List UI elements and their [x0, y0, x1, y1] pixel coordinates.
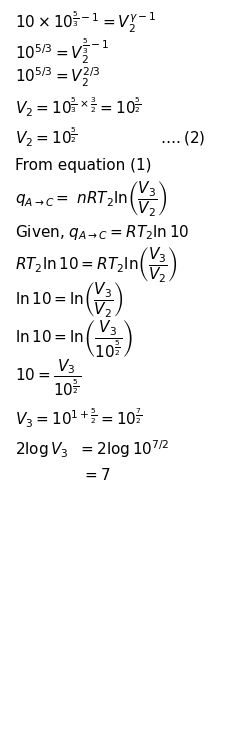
- Text: $10 = \dfrac{V_3}{10^{\frac{5}{2}}}$: $10 = \dfrac{V_3}{10^{\frac{5}{2}}}$: [15, 358, 81, 398]
- Text: $\ldots.(2)$: $\ldots.(2)$: [159, 128, 204, 147]
- Text: $= 7$: $= 7$: [82, 467, 111, 482]
- Text: $10^{5/3} = V_2^{2/3}$: $10^{5/3} = V_2^{2/3}$: [15, 66, 100, 89]
- Text: $2\log V_3 \ \ = 2\log 10^{7/2}$: $2\log V_3 \ \ = 2\log 10^{7/2}$: [15, 439, 169, 460]
- Text: $V_3 = 10^{1+\frac{5}{2}} = 10^{\frac{7}{2}}$: $V_3 = 10^{1+\frac{5}{2}} = 10^{\frac{7}…: [15, 406, 142, 430]
- Text: $V_2 = 10^{\frac{5}{3} \times \frac{3}{2}} = 10^{\frac{5}{2}}$: $V_2 = 10^{\frac{5}{3} \times \frac{3}{2…: [15, 95, 141, 119]
- Text: $10^{5/3} = V_2^{\frac{5}{3}-1}$: $10^{5/3} = V_2^{\frac{5}{3}-1}$: [15, 37, 109, 67]
- Text: Given, $q_{A \to C} = RT_2 \ln 10$: Given, $q_{A \to C} = RT_2 \ln 10$: [15, 223, 188, 242]
- Text: $\ln 10 = \ln\!\left(\dfrac{V_3}{V_2}\right)$: $\ln 10 = \ln\!\left(\dfrac{V_3}{V_2}\ri…: [15, 280, 123, 319]
- Text: $V_2 = 10^{\frac{5}{2}}$: $V_2 = 10^{\frac{5}{2}}$: [15, 126, 77, 150]
- Text: $RT_2 \ln 10 = RT_2 \ln\!\left(\dfrac{V_3}{V_2}\right)$: $RT_2 \ln 10 = RT_2 \ln\!\left(\dfrac{V_…: [15, 245, 177, 284]
- Text: From equation (1): From equation (1): [15, 158, 151, 173]
- Text: $\ln 10 = \ln\!\left(\dfrac{V_3}{10^{\frac{5}{2}}}\right)$: $\ln 10 = \ln\!\left(\dfrac{V_3}{10^{\fr…: [15, 319, 133, 359]
- Text: $q_{A \to C} = \ nRT_2 \ln\!\left(\dfrac{V_3}{V_2}\right)$: $q_{A \to C} = \ nRT_2 \ln\!\left(\dfrac…: [15, 179, 167, 218]
- Text: $10 \times 10^{\frac{5}{3}-1} = V_2^{\gamma-1}$: $10 \times 10^{\frac{5}{3}-1} = V_2^{\ga…: [15, 10, 156, 36]
